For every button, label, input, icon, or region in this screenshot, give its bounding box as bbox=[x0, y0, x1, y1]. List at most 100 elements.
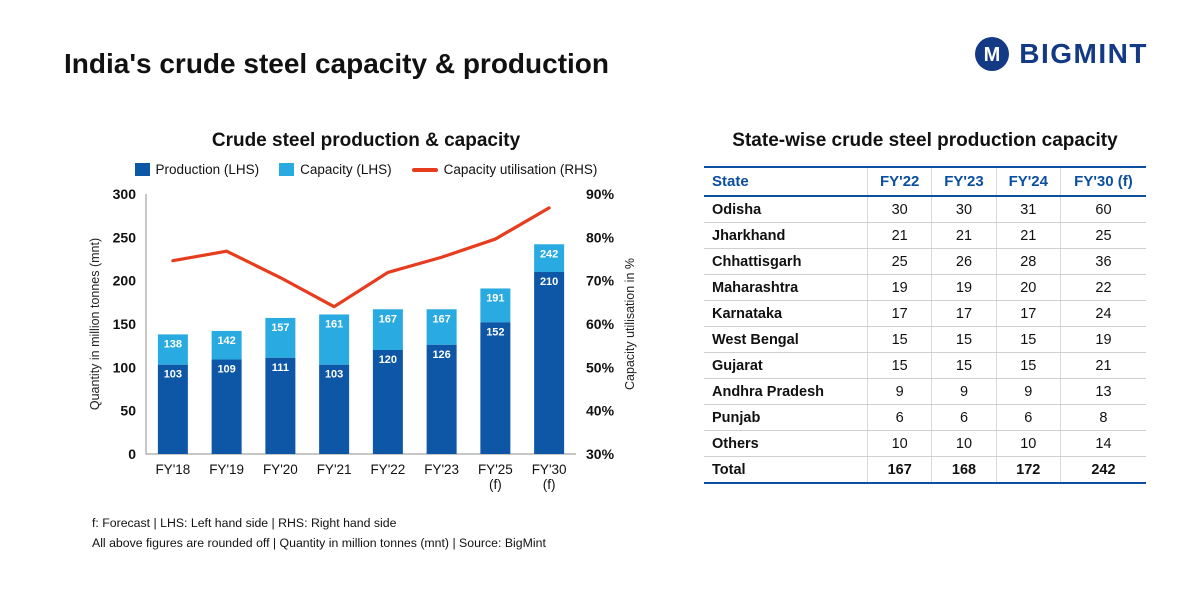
capacity-swatch bbox=[279, 163, 295, 176]
utilisation-line bbox=[171, 206, 551, 309]
legend-item-production: Production (LHS) bbox=[134, 162, 259, 177]
value-cell: 6 bbox=[867, 404, 932, 431]
value-cell: 8 bbox=[1059, 404, 1146, 431]
value-cell: 167 bbox=[867, 456, 932, 484]
value-cell: 21 bbox=[1059, 352, 1146, 379]
left-axis-tick: 150 bbox=[113, 316, 137, 332]
left-axis-tick: 200 bbox=[113, 273, 137, 289]
left-axis-tick: 250 bbox=[113, 229, 137, 245]
value-cell: 15 bbox=[867, 326, 932, 353]
svg-text:M: M bbox=[984, 44, 1001, 66]
category-label: FY'22 bbox=[370, 462, 405, 477]
right-axis-tick: 50% bbox=[586, 359, 615, 375]
value-cell: 9 bbox=[995, 378, 1061, 405]
value-cell: 15 bbox=[931, 326, 997, 353]
production-value-label: 111 bbox=[272, 362, 289, 374]
value-cell: 15 bbox=[995, 352, 1061, 379]
value-cell: 26 bbox=[931, 248, 997, 275]
chart-panel: Crude steel production & capacity Produc… bbox=[54, 126, 678, 554]
table-title: State-wise crude steel production capaci… bbox=[732, 130, 1118, 151]
value-cell: 15 bbox=[995, 326, 1061, 353]
bigmint-logo: M BIGMINT bbox=[974, 36, 1148, 72]
production-value-label: 103 bbox=[325, 369, 343, 381]
category-label: FY'18 bbox=[155, 462, 190, 477]
legend-item-capacity: Capacity (LHS) bbox=[279, 162, 392, 177]
value-cell: 10 bbox=[931, 430, 997, 457]
value-cell: 28 bbox=[995, 248, 1061, 275]
value-cell: 24 bbox=[1059, 300, 1146, 327]
left-axis-tick: 0 bbox=[128, 446, 136, 462]
table-row: Jharkhand 21 21 21 25 bbox=[704, 222, 1146, 249]
value-cell: 60 bbox=[1059, 196, 1146, 223]
state-cell: Gujarat bbox=[704, 352, 868, 379]
capacity-value-label: 167 bbox=[379, 313, 397, 325]
category-label: FY'23 bbox=[424, 462, 459, 477]
capacity-bar bbox=[426, 309, 457, 345]
state-cell: Andhra Pradesh bbox=[704, 378, 868, 405]
chart-legend: Production (LHS) Capacity (LHS) Capacity… bbox=[134, 162, 598, 177]
value-cell: 10 bbox=[995, 430, 1061, 457]
capacity-value-label: 142 bbox=[217, 335, 235, 347]
value-cell: 31 bbox=[995, 196, 1061, 223]
left-axis-title: Quantity in million tonnes (mnt) bbox=[88, 238, 102, 410]
table-head: State FY'22 FY'23 FY'24 FY'30 (f) bbox=[704, 167, 1146, 196]
value-cell: 20 bbox=[995, 274, 1061, 301]
capacity-bar bbox=[534, 244, 565, 272]
value-cell: 19 bbox=[867, 274, 932, 301]
left-axis-tick: 300 bbox=[113, 186, 137, 202]
state-cell: Punjab bbox=[704, 404, 868, 431]
value-cell: 19 bbox=[1059, 326, 1146, 353]
production-value-label: 120 bbox=[379, 354, 397, 366]
value-cell: 21 bbox=[867, 222, 932, 249]
bigmint-logo-icon: M bbox=[975, 37, 1010, 71]
axes bbox=[145, 194, 576, 455]
value-cell: 17 bbox=[931, 300, 997, 327]
category-label: FY'19 bbox=[209, 462, 244, 477]
capacity-bar bbox=[211, 330, 242, 360]
production-bar bbox=[319, 364, 350, 454]
state-cell: West Bengal bbox=[704, 326, 868, 353]
value-cell: 15 bbox=[867, 352, 932, 379]
right-axis-tick: 70% bbox=[586, 273, 615, 289]
value-cell: 36 bbox=[1059, 248, 1146, 275]
capacity-bar bbox=[372, 309, 403, 350]
value-cell: 14 bbox=[1059, 430, 1146, 457]
value-cell: 6 bbox=[995, 404, 1061, 431]
table-row: Punjab 6 6 6 8 bbox=[704, 404, 1146, 431]
production-bar bbox=[426, 344, 457, 454]
utilisation-line-swatch bbox=[411, 167, 438, 172]
table-row: Karnataka 17 17 17 24 bbox=[704, 300, 1146, 327]
value-cell: 25 bbox=[1059, 222, 1146, 249]
category-label: FY'20 bbox=[263, 462, 298, 477]
state-cell: Total bbox=[704, 456, 868, 484]
legend-label-utilisation: Capacity utilisation (RHS) bbox=[443, 162, 598, 177]
value-cell: 22 bbox=[1059, 274, 1146, 301]
chart-footnotes: f: Forecast | LHS: Left hand side | RHS:… bbox=[92, 513, 546, 554]
state-cell: Odisha bbox=[704, 196, 868, 223]
value-cell: 6 bbox=[931, 404, 997, 431]
table-body: Odisha 30 30 31 60 Jharkhand 21 21 21 25 Chhattisg… bbox=[704, 196, 1146, 484]
capacity-value-label: 161 bbox=[325, 318, 343, 330]
capacity-bar bbox=[265, 317, 296, 358]
production-value-label: 109 bbox=[217, 364, 235, 376]
production-value-label: 126 bbox=[432, 349, 450, 361]
right-axis-title: Capacity utilisation in % bbox=[623, 258, 637, 390]
state-cell: Others bbox=[704, 430, 868, 457]
value-cell: 9 bbox=[867, 378, 932, 405]
chart-footnote-2: All above figures are rounded off | Quan… bbox=[92, 536, 546, 551]
chart-title: Crude steel production & capacity bbox=[211, 130, 521, 151]
production-bar bbox=[372, 350, 403, 454]
value-cell: 9 bbox=[931, 378, 997, 405]
right-axis-tick: 40% bbox=[586, 403, 615, 419]
bigmint-logo-text: BIGMINT bbox=[1019, 38, 1148, 69]
left-axis-tick: 100 bbox=[113, 359, 137, 375]
state-cell: Chhattisgarh bbox=[704, 248, 868, 275]
production-swatch bbox=[134, 163, 150, 176]
left-axis-tick: 50 bbox=[120, 403, 136, 419]
category-label: FY'21 bbox=[317, 462, 352, 477]
capacity-value-label: 138 bbox=[164, 338, 182, 350]
right-axis-tick: 80% bbox=[586, 229, 615, 245]
production-bar bbox=[265, 357, 296, 454]
table-header-row: State FY'22 FY'23 FY'24 FY'30 (f) bbox=[704, 167, 1146, 196]
